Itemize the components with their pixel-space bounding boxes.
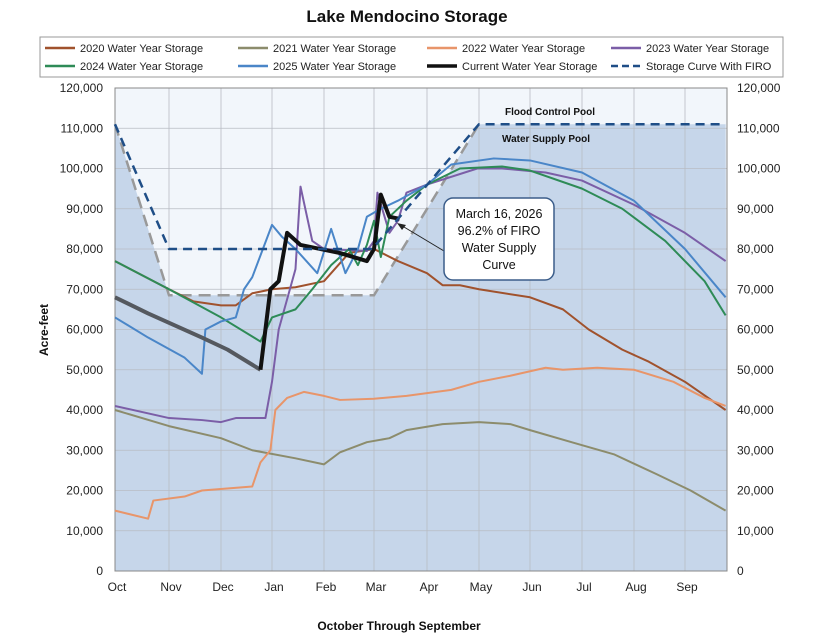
- x-tick-label: Jan: [264, 580, 283, 594]
- series-line-2025-water-year-storage: [114, 157, 727, 375]
- legend-label: 2023 Water Year Storage: [646, 43, 769, 55]
- series-line-storage-curve-with-firo: [113, 122, 726, 251]
- y-tick-label-right: 40,000: [737, 403, 774, 417]
- legend-label: 2022 Water Year Storage: [462, 43, 585, 55]
- y-tick-label-left: 20,000: [66, 484, 103, 498]
- callout-box: [443, 197, 555, 281]
- series-line-current-prior: [114, 295, 262, 372]
- x-tick-label: Feb: [316, 580, 337, 594]
- series-line-2023-water-year-storage: [114, 167, 727, 424]
- callout-text-line: 96.2% of FIRO: [458, 224, 541, 238]
- flood-control-pool-label: Flood Control Pool: [505, 107, 595, 118]
- y-tick-label-left: 120,000: [60, 81, 104, 95]
- y-tick-label-left: 90,000: [66, 202, 103, 216]
- x-tick-label: Jul: [576, 580, 591, 594]
- y-tick-label-left: 10,000: [66, 524, 103, 538]
- y-tick-label-right: 120,000: [737, 81, 781, 95]
- y-tick-label-left: 30,000: [66, 443, 103, 457]
- x-tick-label: Nov: [160, 580, 181, 594]
- callout-text-line: March 16, 2026: [456, 207, 543, 221]
- x-tick-label: Dec: [212, 580, 233, 594]
- y-tick-label-right: 80,000: [737, 242, 774, 256]
- callout-text-line: Water Supply: [462, 241, 537, 255]
- legend-label: 2020 Water Year Storage: [80, 43, 203, 55]
- x-tick-label: May: [470, 580, 493, 594]
- y-tick-label-left: 100,000: [60, 162, 104, 176]
- callout-arrowhead: [397, 223, 406, 230]
- callout-arrow: [398, 223, 445, 252]
- y-tick-label-left: 110,000: [61, 121, 104, 135]
- series-line-2024-water-year-storage: [114, 165, 727, 343]
- legend-label: Storage Curve With FIRO: [646, 61, 772, 73]
- y-tick-label-left: 80,000: [66, 242, 103, 256]
- x-tick-label: Oct: [108, 580, 127, 594]
- x-tick-label: Apr: [420, 580, 439, 594]
- y-tick-label-right: 50,000: [737, 363, 774, 377]
- x-tick-label: Jun: [522, 580, 541, 594]
- legend-label: 2021 Water Year Storage: [273, 43, 396, 55]
- callout-text-line: Curve: [482, 258, 515, 272]
- y-tick-label-left: 50,000: [66, 363, 103, 377]
- x-tick-label: Sep: [676, 580, 698, 594]
- y-tick-label-left: 40,000: [66, 403, 103, 417]
- y-tick-label-right: 60,000: [737, 323, 774, 337]
- y-tick-label-right: 10,000: [737, 524, 774, 538]
- plot-border: [114, 87, 728, 572]
- x-tick-label: Aug: [625, 580, 646, 594]
- chart-title: Lake Mendocino Storage: [306, 7, 507, 26]
- y-axis-label: Acre-feet: [37, 304, 51, 356]
- y-tick-label-left: 70,000: [66, 282, 103, 296]
- water-supply-pool-area: [115, 124, 727, 571]
- x-tick-label: Mar: [366, 580, 387, 594]
- y-tick-label-left: 60,000: [66, 323, 103, 337]
- water-supply-pool-label: Water Supply Pool: [502, 134, 590, 145]
- legend-label: 2025 Water Year Storage: [273, 61, 396, 73]
- series-line-current: [258, 192, 401, 370]
- y-tick-label-right: 0: [737, 564, 744, 578]
- y-tick-label-right: 110,000: [737, 121, 780, 135]
- y-tick-label-right: 20,000: [737, 484, 774, 498]
- y-tick-label-right: 100,000: [737, 162, 781, 176]
- y-tick-label-right: 30,000: [737, 443, 774, 457]
- legend: [39, 36, 784, 78]
- series-line-2022-water-year-storage: [114, 366, 726, 520]
- water-supply-curve: [113, 123, 481, 297]
- legend-label: Current Water Year Storage: [462, 61, 597, 73]
- y-tick-label-right: 90,000: [737, 202, 774, 216]
- legend-label: 2024 Water Year Storage: [80, 61, 203, 73]
- series-line-2020-water-year-storage: [114, 248, 727, 411]
- series-line-2021-water-year-storage: [114, 409, 727, 512]
- y-tick-label-left: 0: [96, 564, 103, 578]
- y-tick-label-right: 70,000: [737, 282, 774, 296]
- x-axis-label: October Through September: [317, 619, 481, 633]
